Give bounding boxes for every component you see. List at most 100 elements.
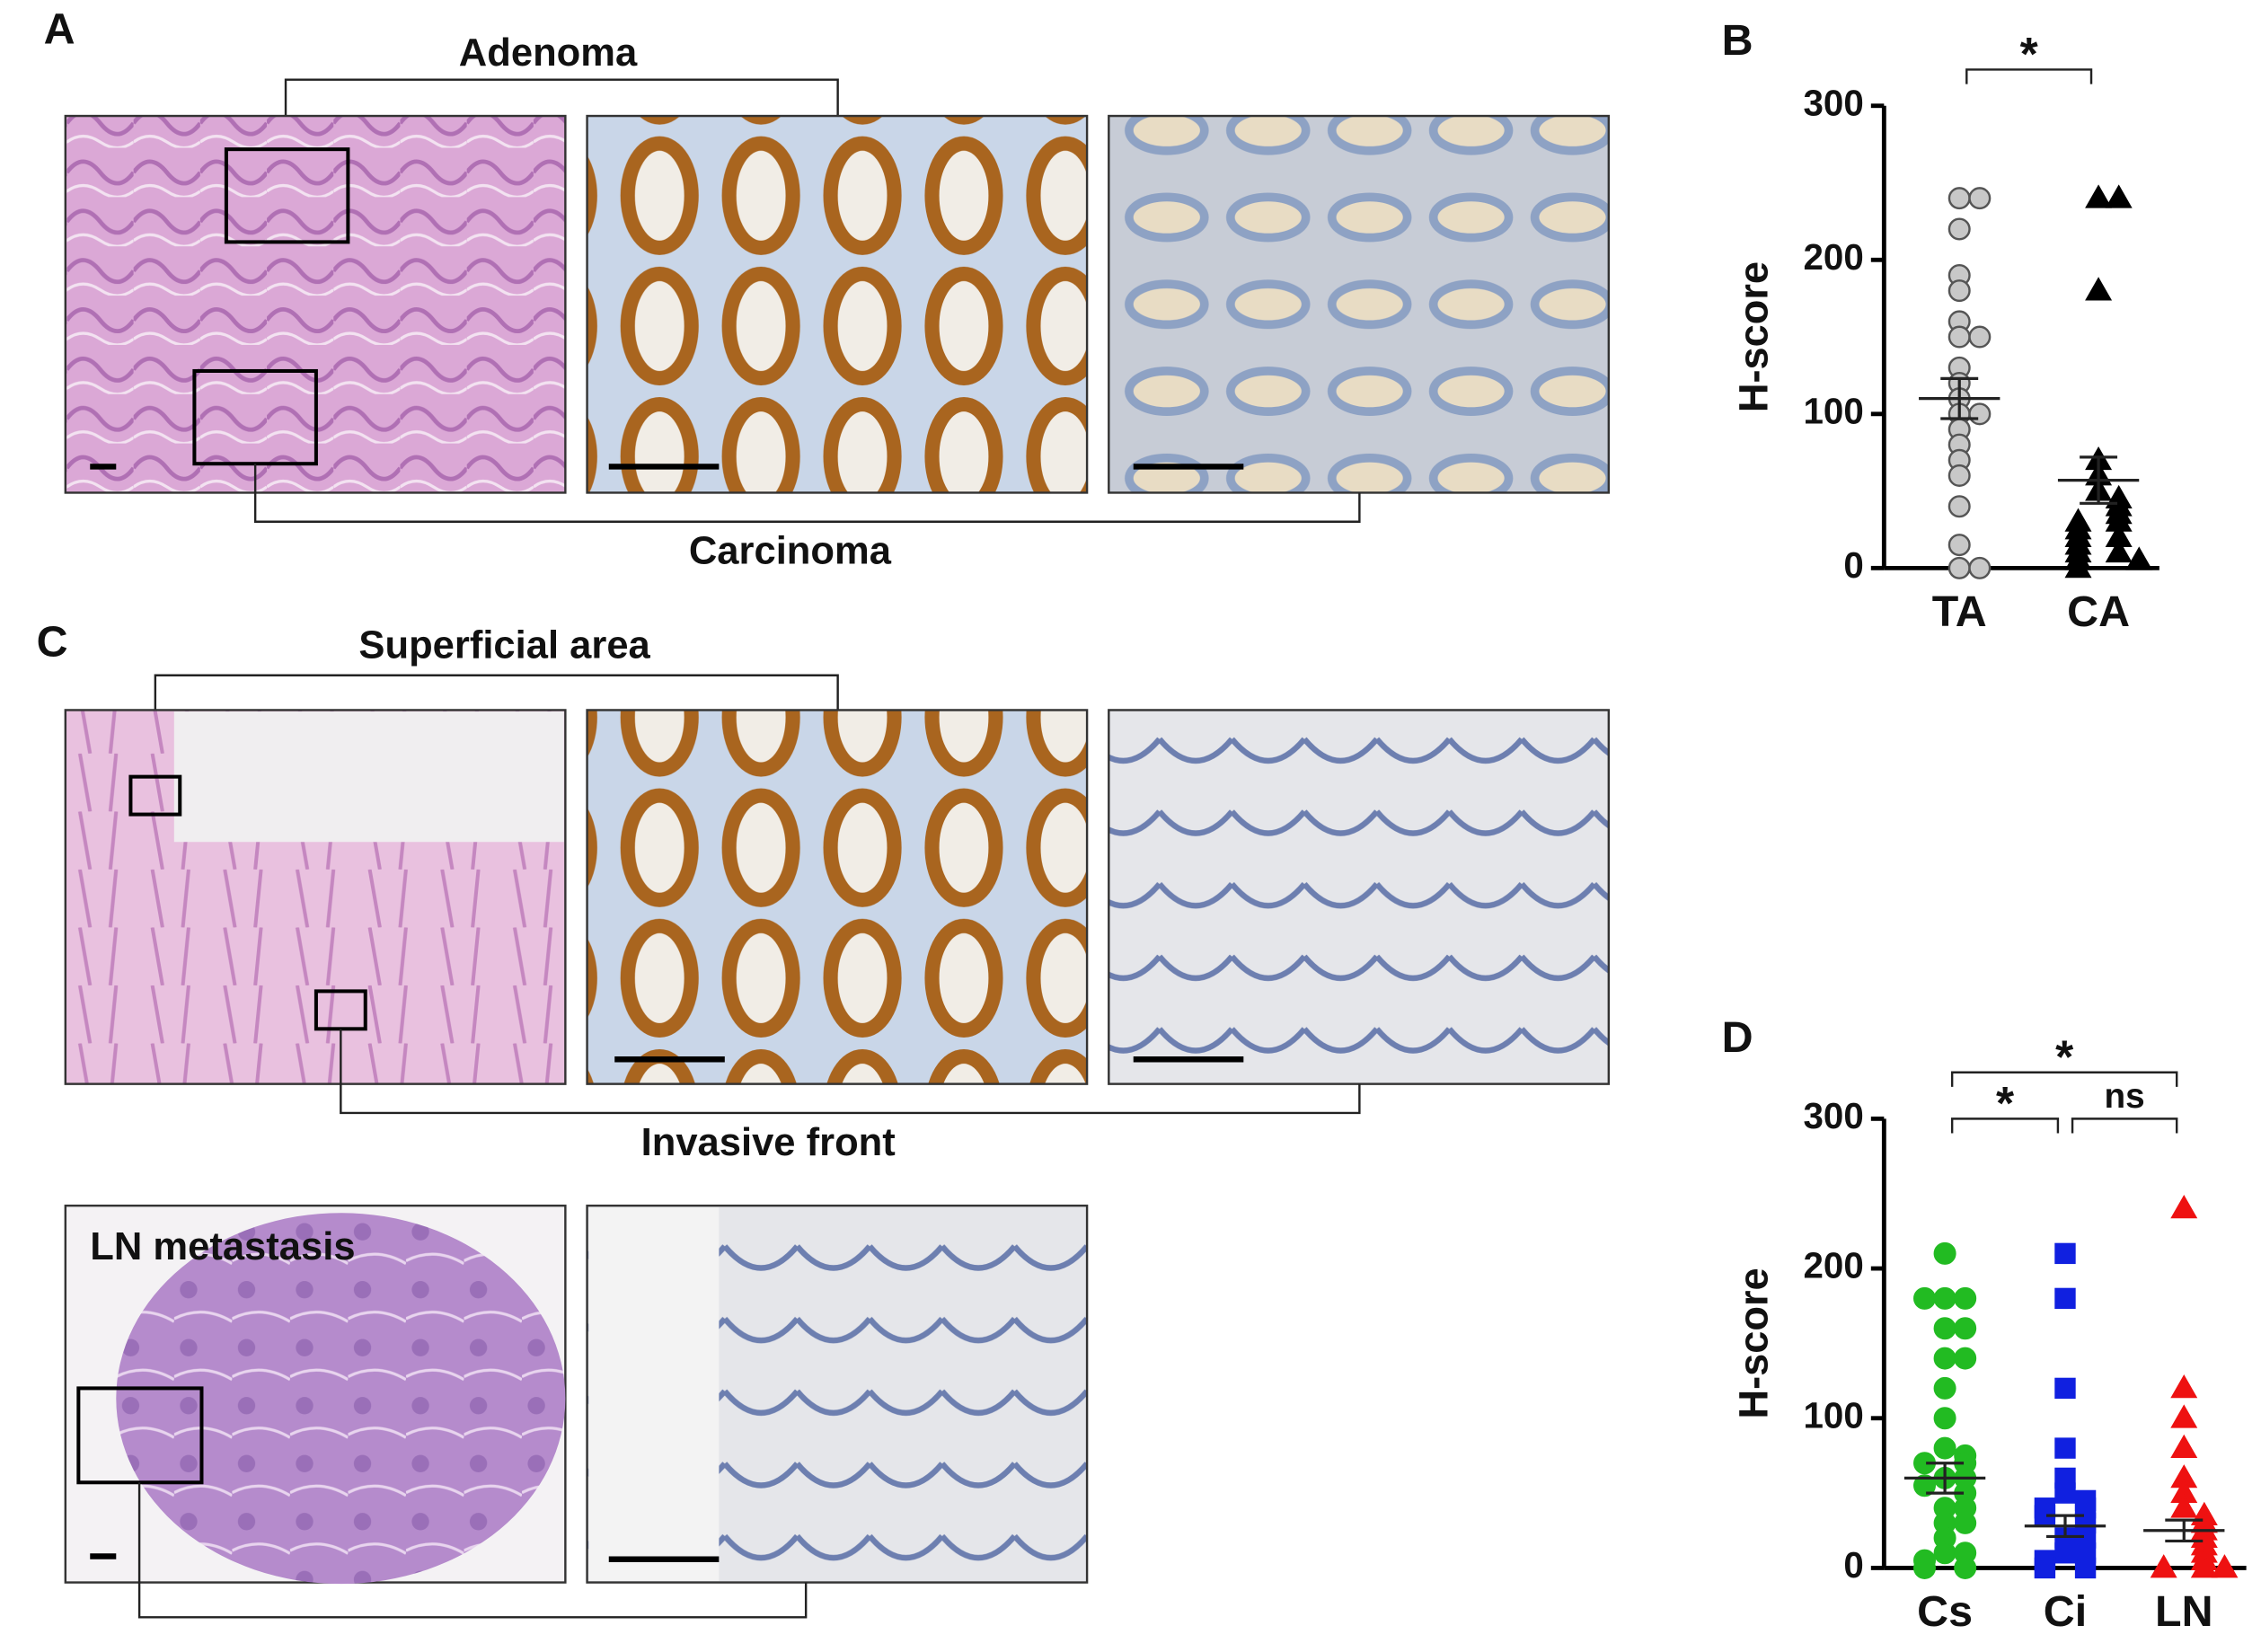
y-tick-label: 300: [1803, 82, 1863, 123]
sem-bar: [2080, 455, 2118, 505]
inset-box: [224, 147, 350, 244]
ihc-image: [586, 709, 1089, 1085]
data-point: [1968, 325, 1992, 349]
x-tick-label: Ci: [2044, 1587, 2087, 1636]
significance-bracket: [1950, 1118, 2060, 1134]
data-point: [2105, 184, 2133, 208]
data-point: [2105, 538, 2133, 563]
data-point: [2170, 1404, 2198, 1428]
data-point: [2190, 1554, 2218, 1578]
panel-label: C: [37, 618, 68, 667]
data-point: [2054, 1482, 2076, 1504]
bracket: [284, 78, 839, 150]
annotation: Superficial area: [358, 624, 650, 667]
y-tick-label: 100: [1803, 1394, 1863, 1436]
lymph-node: [116, 1213, 566, 1585]
data-point: [1933, 1286, 1956, 1310]
data-point: [1913, 1556, 1937, 1579]
data-point: [2170, 1434, 2198, 1458]
data-point: [1933, 1376, 1956, 1400]
sem-bar: [1926, 1462, 1965, 1495]
data-point: [2170, 1494, 2198, 1518]
data-point: [1947, 556, 1971, 579]
inset-box: [128, 774, 182, 817]
ihc-image: [586, 114, 1089, 494]
data-point: [1954, 1511, 1977, 1534]
data-point: [1913, 1286, 1937, 1310]
data-point: [2054, 1542, 2076, 1564]
data-point: [1954, 1317, 1977, 1340]
y-tick-label: 200: [1803, 1245, 1863, 1286]
bracket: [137, 1482, 808, 1619]
ihc-image: [1108, 709, 1611, 1085]
y-tick-label: 0: [1843, 1544, 1863, 1586]
sem-bar: [2046, 1514, 2084, 1539]
data-point: [1947, 325, 1971, 349]
data-point: [1933, 1407, 1956, 1430]
data-point: [1933, 1241, 1956, 1265]
y-axis-label: H-score: [1730, 261, 1776, 412]
annotation: Carcinoma: [689, 530, 892, 573]
data-point: [2170, 1374, 2198, 1399]
significance-bracket: [1965, 68, 2093, 84]
data-point: [2085, 184, 2113, 208]
panel-label: B: [1722, 16, 1753, 65]
x-tick-label: Cs: [1917, 1587, 1973, 1636]
data-point: [1954, 1286, 1977, 1310]
data-point: [2034, 1557, 2056, 1579]
data-point: [1933, 1542, 1956, 1565]
data-point: [1933, 1347, 1956, 1370]
sem-bar: [2165, 1518, 2204, 1543]
data-point: [2150, 1554, 2177, 1578]
significance-label: *: [1996, 1077, 2015, 1129]
data-point: [1933, 1436, 1956, 1460]
data-point: [1968, 402, 1992, 426]
data-point: [2054, 1437, 2076, 1459]
significance-label: *: [2055, 1030, 2074, 1082]
data-point: [1933, 1317, 1956, 1340]
x-tick-label: LN: [2155, 1587, 2212, 1636]
significance-label: ns: [2105, 1077, 2145, 1116]
data-point: [1947, 187, 1971, 210]
annotation: LN metastasis: [90, 1225, 355, 1268]
data-point: [2064, 554, 2092, 579]
annotation: Invasive front: [641, 1121, 896, 1164]
significance-label: *: [2020, 28, 2039, 80]
fat-region: [588, 1206, 720, 1581]
data-point: [1947, 495, 1971, 518]
bracket: [340, 1029, 1361, 1115]
significance-bracket: [2071, 1118, 2178, 1134]
data-point: [1954, 1556, 1977, 1579]
data-point: [2125, 546, 2153, 570]
sem-bar: [1940, 376, 1979, 420]
data-point: [2054, 1287, 2076, 1310]
data-point: [1954, 1347, 1977, 1370]
y-tick-label: 300: [1803, 1095, 1863, 1136]
y-axis-label: H-score: [1730, 1268, 1776, 1418]
annotation: Adenoma: [459, 31, 638, 75]
data-point: [2085, 277, 2113, 301]
x-tick-label: TA: [1932, 587, 1987, 636]
data-point: [2211, 1554, 2239, 1578]
data-point: [1947, 534, 1971, 557]
y-tick-label: 200: [1803, 236, 1863, 278]
panel-label: D: [1722, 1013, 1753, 1062]
x-tick-label: CA: [2067, 587, 2130, 636]
data-point: [2170, 1195, 2198, 1219]
data-point: [1913, 1474, 1937, 1497]
data-point: [2074, 1557, 2097, 1579]
y-tick-label: 100: [1803, 390, 1863, 431]
data-point: [1947, 217, 1971, 241]
data-point: [2054, 1377, 2076, 1400]
background: [173, 711, 564, 843]
y-tick-label: 0: [1843, 544, 1863, 586]
panel-label: A: [44, 4, 75, 53]
significance-bracket: [1950, 1071, 2178, 1087]
data-point: [1968, 187, 1992, 210]
ihc-image: [1108, 114, 1611, 494]
data-point: [1947, 279, 1971, 303]
data-point: [1947, 464, 1971, 487]
data-point: [2054, 1242, 2076, 1265]
